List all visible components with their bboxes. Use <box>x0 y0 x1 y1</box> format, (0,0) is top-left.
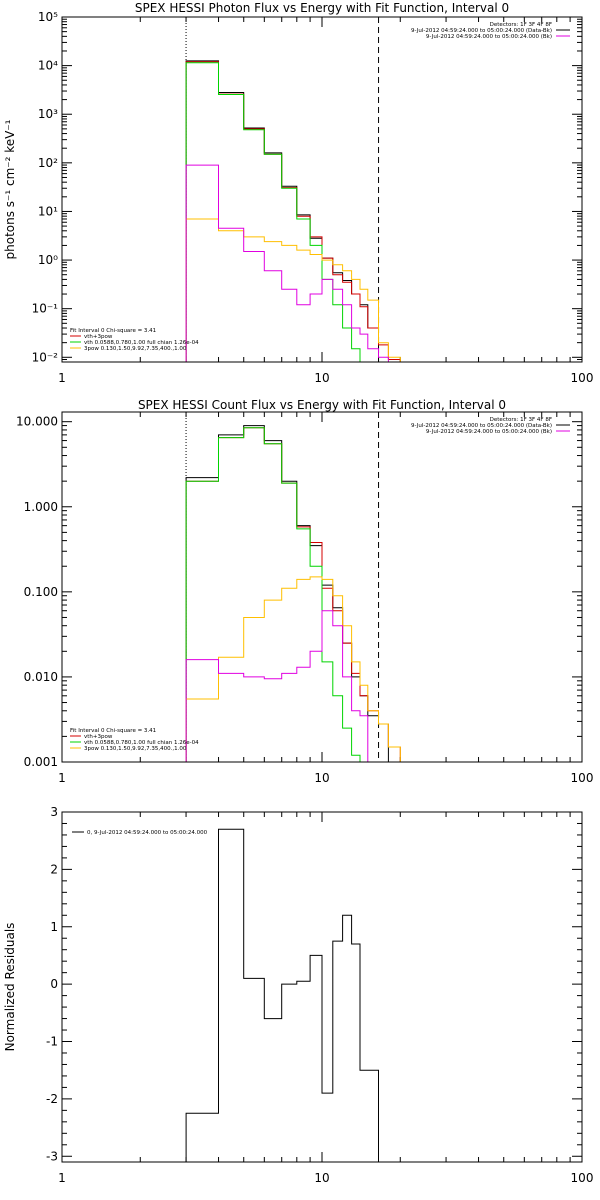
x-tick-label: 10 <box>314 1171 329 1185</box>
x-tick-label: 100 <box>571 1171 594 1185</box>
y-tick-label: -1 <box>46 1035 58 1049</box>
series-group <box>185 425 401 762</box>
x-tick-label: 100 <box>571 771 594 785</box>
series-line-vth <box>185 427 361 762</box>
y-tick-label: 10⁴ <box>38 59 58 73</box>
y-tick-label: 10⁵ <box>38 10 58 24</box>
y-tick-label: -2 <box>46 1092 58 1106</box>
y-tick-label: 1.000 <box>24 500 58 514</box>
series-line-other <box>185 164 389 362</box>
y-tick-label: 0.001 <box>24 755 58 769</box>
chart-title: SPEX HESSI Photon Flux vs Energy with Fi… <box>135 1 509 15</box>
legend-top-text: 9-Jul-2012 04:59:24.000 to 05:00:24.000 … <box>411 28 552 34</box>
legend-bottom-text: vth 0.0588,0.780,1.00 full chian 1.26e-0… <box>84 740 199 746</box>
series-line-bpow <box>185 576 401 762</box>
legend-bottom-text: vth+3pow <box>84 334 113 340</box>
legend-bottom-text: Fit Interval 0 Chi-square = 3.41 <box>70 328 156 334</box>
chart-panel-3: 1 10 100 -3 -2 -1 0 1 2 3 Normalized Residuals 0, 9… <box>3 805 593 1185</box>
x-tick-label: 10 <box>314 371 329 385</box>
series-group <box>185 828 379 1162</box>
x-tick-label: 1 <box>58 371 66 385</box>
series-line-data-black <box>185 425 389 762</box>
x-tick-label: 10 <box>314 771 329 785</box>
y-tick-label: 10⁻² <box>32 350 59 364</box>
y-tick-label: 10⁰ <box>38 253 58 267</box>
legend-top-text: 9-Jul-2012 04:59:24.000 to 05:00:24.000 … <box>426 429 552 435</box>
series-line-data-total <box>185 828 379 1162</box>
legend-top-text: 9-Jul-2012 04:59:24.000 to 05:00:24.000 … <box>426 34 552 40</box>
chart-panel-1: SPEX HESSI Photon Flux vs Energy with Fi… <box>3 1 593 385</box>
legend-bottom-text: vth 0.0588,0.780,1.00 full chian 1.26e-0… <box>84 340 199 346</box>
y-tick-label: 10² <box>38 156 58 170</box>
y-tick-label: 3 <box>50 805 58 819</box>
plot-frame <box>61 811 583 1163</box>
y-tick-label: 0 <box>50 977 58 991</box>
series-line-data-black <box>185 60 379 362</box>
legend-text: 0, 9-Jul-2012 04:59:24.000 to 05:00:24.0… <box>87 830 208 836</box>
x-tick-label: 1 <box>58 1171 66 1185</box>
y-tick-label: 0.010 <box>24 670 58 684</box>
series-line-vth <box>185 62 361 362</box>
y-tick-label: 0.100 <box>24 585 58 599</box>
legend-bottom-text: 3pow 0.130,1.50,9.92,7.35,400.,1.00 <box>84 346 187 352</box>
plot-frame <box>61 411 583 763</box>
y-axis-label: photons s⁻¹ cm⁻² keV⁻¹ <box>3 119 17 259</box>
y-tick-label: 1 <box>50 920 58 934</box>
series-line-model-total <box>185 61 401 362</box>
y-axis-label: Normalized Residuals <box>3 923 17 1052</box>
y-tick-label: 10.000 <box>16 415 58 429</box>
y-tick-label: 10⁻¹ <box>32 302 59 316</box>
legend-bottom-text: vth+3pow <box>84 734 113 740</box>
x-tick-label: 100 <box>571 371 594 385</box>
legend-top-text: Detectors: 1F 3F 4F 8F <box>490 22 552 28</box>
plot-frame <box>61 16 583 363</box>
legend-bottom-text: Fit Interval 0 Chi-square = 3.41 <box>70 728 156 734</box>
series-line-other <box>185 610 369 762</box>
series-group <box>185 60 401 362</box>
legend-top-text: Detectors: 1F 3F 4F 8F <box>490 417 552 423</box>
y-tick-label: -3 <box>46 1149 58 1163</box>
legend-top-text: 9-Jul-2012 04:59:24.000 to 05:00:24.000 … <box>411 423 552 429</box>
legend-bottom-text: 3pow 0.130,1.50,9.92,7.35,400.,1.00 <box>84 746 187 752</box>
x-tick-label: 1 <box>58 771 66 785</box>
chart-title: SPEX HESSI Count Flux vs Energy with Fit… <box>138 398 506 412</box>
y-tick-label: 10¹ <box>38 204 58 218</box>
y-tick-label: 10³ <box>38 107 58 121</box>
chart-panel-2: SPEX HESSI Count Flux vs Energy with Fit… <box>16 398 593 785</box>
y-tick-label: 2 <box>50 862 58 876</box>
series-line-bpow <box>185 218 401 362</box>
